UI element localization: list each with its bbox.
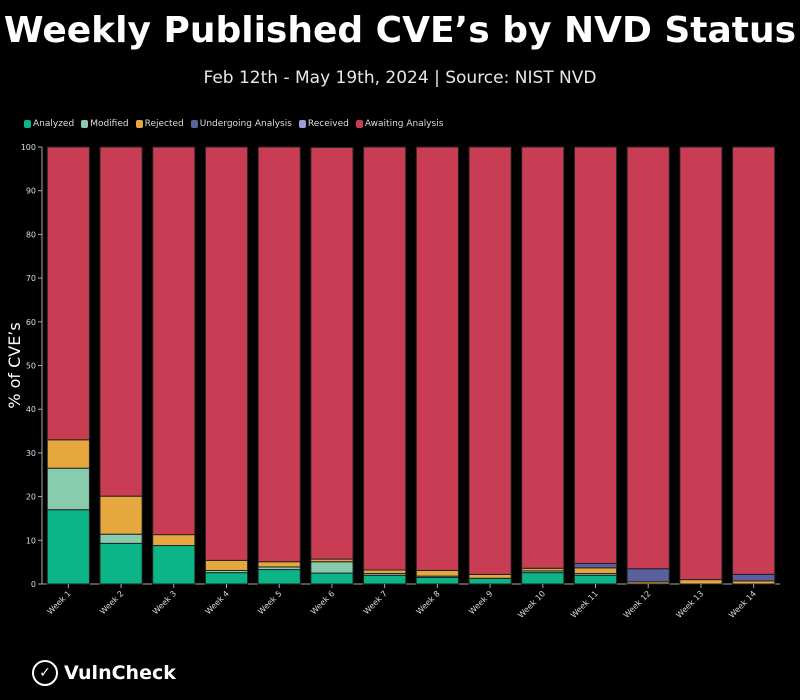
- bar-segment-modified: [99, 533, 143, 544]
- bar-segment-awaiting-analysis: [415, 146, 459, 571]
- check-icon: ✓: [32, 660, 58, 686]
- bar-segment-rejected: [46, 439, 90, 469]
- bar-segment-analyzed: [521, 572, 565, 585]
- x-tick-label: Week 3: [151, 589, 178, 616]
- legend-label: Rejected: [144, 119, 184, 129]
- bar-segment-analyzed: [415, 576, 459, 585]
- bar-segment-modified: [46, 467, 90, 511]
- y-tick-label: 10: [26, 536, 36, 545]
- x-tick-label: Week 10: [516, 589, 547, 620]
- chart-subtitle: Feb 12th - May 19th, 2024 | Source: NIST…: [203, 68, 597, 88]
- legend: Analyzed Modified Rejected Undergoing Analy…: [24, 119, 443, 129]
- x-tick-label: Week 7: [362, 589, 389, 616]
- legend-swatch: [298, 120, 306, 128]
- bar-segment-rejected: [468, 573, 512, 579]
- bar-segment-awaiting-analysis: [626, 146, 670, 570]
- bar-segment-undergoing-analysis: [573, 562, 618, 569]
- y-tick-label: 90: [26, 187, 36, 196]
- bar-segment-analyzed: [204, 572, 249, 585]
- legend-item: Received: [298, 119, 349, 129]
- bar-segment-rejected: [363, 569, 407, 575]
- legend-item: Rejected: [135, 119, 184, 129]
- legend-item: Undergoing Analysis: [190, 119, 292, 129]
- legend-swatch: [135, 120, 143, 128]
- x-tick-label: Week 4: [204, 589, 231, 616]
- y-tick-label: 50: [26, 362, 36, 371]
- y-tick-label: 80: [26, 230, 36, 239]
- y-tick-label: 40: [26, 405, 36, 414]
- bar-segment-rejected: [257, 561, 301, 568]
- legend-label: Undergoing Analysis: [199, 119, 292, 129]
- bar-segment-rejected: [204, 559, 249, 571]
- legend-label: Modified: [90, 119, 129, 129]
- x-tick-label: Week 12: [622, 589, 653, 620]
- x-tick-label: Week 8: [415, 589, 442, 616]
- x-tick-label: Week 14: [727, 589, 758, 620]
- bar-segment-awaiting-analysis: [152, 146, 196, 536]
- bar-segment-rejected: [152, 534, 196, 547]
- x-tick-label: Week 1: [46, 589, 73, 616]
- y-axis-label: % of CVE’s: [5, 322, 24, 408]
- y-tick-label: 100: [21, 143, 36, 152]
- chart-title: Weekly Published CVE’s by NVD Status: [3, 10, 797, 51]
- bar-segment-awaiting-analysis: [99, 146, 143, 497]
- legend-swatch: [190, 120, 198, 128]
- bar-segment-rejected: [679, 579, 723, 585]
- legend-swatch: [355, 120, 363, 128]
- legend-label: Received: [307, 119, 349, 129]
- y-tick-label: 60: [26, 318, 36, 327]
- bar-segment-awaiting-analysis: [468, 146, 512, 575]
- x-tick-label: Week 9: [467, 589, 494, 616]
- bar-segment-awaiting-analysis: [573, 146, 618, 564]
- x-tick-label: Week 2: [98, 589, 125, 616]
- legend-swatch: [81, 120, 89, 128]
- y-tick-label: 0: [31, 580, 36, 589]
- legend-item: Modified: [81, 119, 129, 129]
- bar-segment-awaiting-analysis: [732, 146, 776, 575]
- legend-item: Analyzed: [24, 119, 74, 129]
- bar-segment-analyzed: [99, 542, 143, 585]
- legend-label: Analyzed: [33, 119, 75, 129]
- legend-swatch: [24, 120, 31, 128]
- bar-segment-awaiting-analysis: [310, 146, 354, 560]
- legend-item: Awaiting Analysis: [355, 119, 444, 129]
- bar-segment-awaiting-analysis: [204, 146, 249, 561]
- x-tick-label: Week 13: [674, 589, 705, 620]
- legend-label: Awaiting Analysis: [364, 119, 444, 129]
- bar-segment-rejected: [99, 495, 143, 535]
- bar-segment-analyzed: [310, 572, 354, 585]
- y-tick-label: 30: [26, 449, 36, 458]
- bar-segment-analyzed: [152, 545, 196, 585]
- bar-segment-rejected: [573, 567, 618, 575]
- bar-segment-rejected: [415, 569, 459, 577]
- logo-text: VulnCheck: [64, 662, 176, 684]
- bar-segment-awaiting-analysis: [257, 146, 301, 563]
- bar-segment-awaiting-analysis: [363, 146, 407, 571]
- bar-segment-awaiting-analysis: [521, 146, 565, 569]
- bar-segment-undergoing-analysis: [732, 573, 776, 582]
- bar-segment-analyzed: [468, 577, 512, 585]
- bar-segment-undergoing-analysis: [626, 568, 670, 583]
- x-tick-label: Week 5: [256, 589, 283, 616]
- bar-segment-analyzed: [46, 509, 90, 585]
- bar-segment-analyzed: [573, 574, 618, 585]
- bar-segment-modified: [310, 561, 354, 574]
- y-tick-label: 20: [26, 493, 36, 502]
- x-tick-label: Week 6: [309, 589, 336, 616]
- bar-segment-analyzed: [257, 569, 301, 585]
- y-tick-label: 70: [26, 274, 36, 283]
- vulncheck-logo: ✓ VulnCheck: [32, 660, 176, 686]
- bar-segment-awaiting-analysis: [46, 146, 90, 441]
- bar-segment-analyzed: [363, 574, 407, 585]
- x-tick-label: Week 11: [569, 589, 600, 620]
- bar-segment-awaiting-analysis: [679, 146, 723, 581]
